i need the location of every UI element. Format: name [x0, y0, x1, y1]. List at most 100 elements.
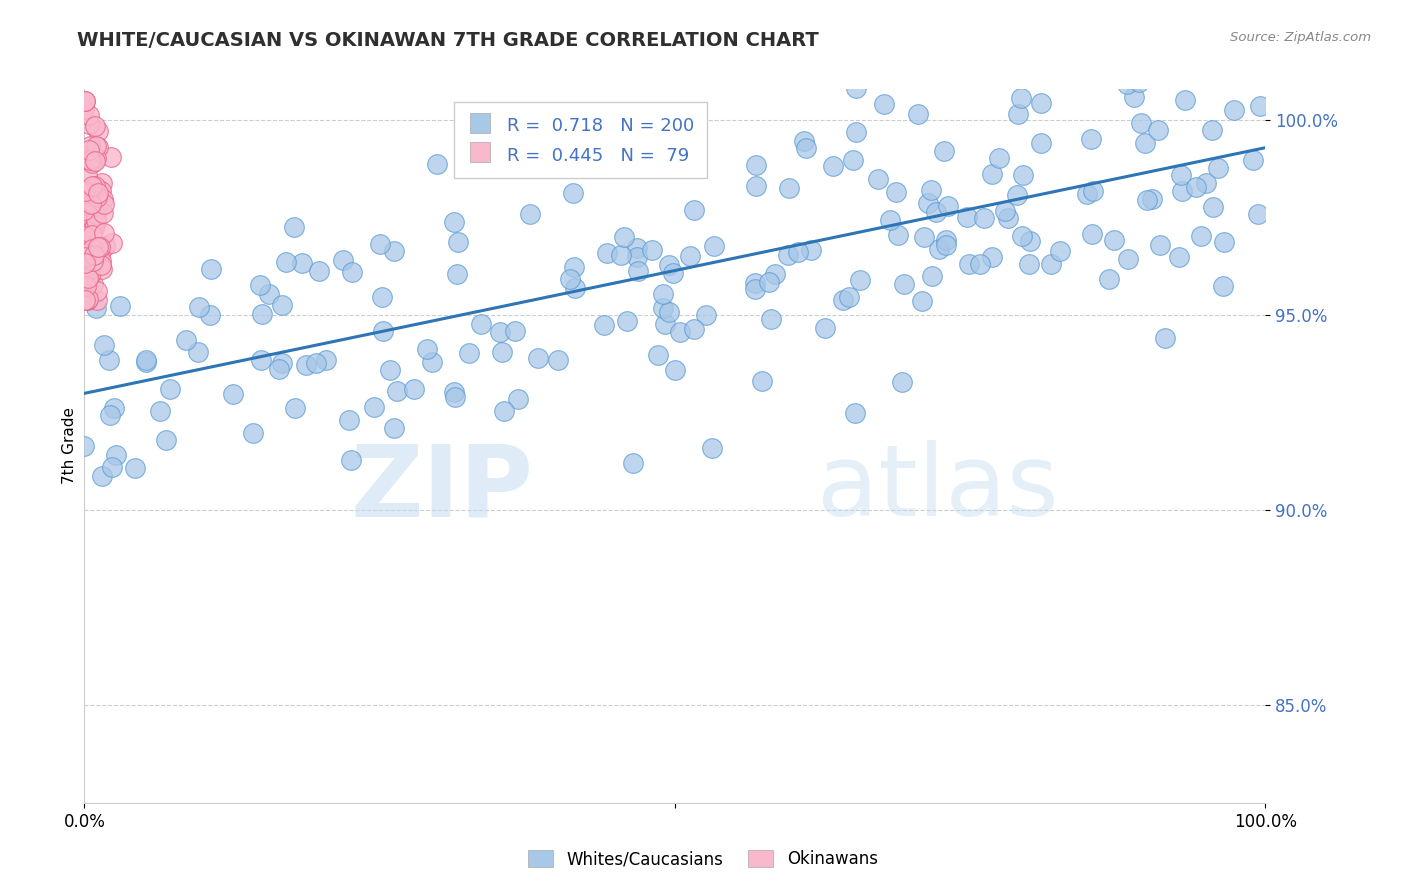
Point: [668, 326, 690, 340]
Point: [1076, 187, 1098, 202]
Point: [73, 266, 96, 280]
Point: [269, 361, 291, 376]
Point: [80, 200, 103, 214]
Point: [911, 294, 934, 309]
Point: [93, 337, 115, 351]
Point: [91, 176, 114, 190]
Point: [86, 301, 108, 315]
Point: [378, 362, 401, 376]
Point: [651, 301, 673, 315]
Point: [93, 197, 115, 211]
Point: [86, 207, 108, 221]
Point: [84, 213, 107, 227]
Point: [420, 355, 443, 369]
Point: [1170, 168, 1192, 182]
Point: [981, 250, 1004, 264]
Point: [98, 409, 121, 423]
Point: [1202, 200, 1225, 214]
Text: ZIP: ZIP: [350, 441, 533, 537]
Point: [494, 404, 516, 418]
Point: [363, 400, 385, 414]
Point: [1083, 185, 1105, 199]
Point: [187, 345, 209, 359]
Point: [1085, 35, 1108, 49]
Point: [271, 298, 294, 312]
Point: [79, 211, 101, 225]
Point: [654, 317, 676, 331]
Point: [744, 276, 766, 290]
Point: [1149, 62, 1171, 77]
Point: [1115, 77, 1137, 91]
Point: [340, 453, 363, 467]
Point: [250, 353, 273, 368]
Point: [695, 308, 717, 322]
Point: [1031, 96, 1053, 111]
Point: [77, 117, 100, 131]
Point: [250, 307, 273, 321]
Point: [82, 277, 104, 291]
Point: [90, 262, 112, 277]
Point: [508, 392, 530, 406]
Point: [87, 124, 110, 138]
Point: [1206, 161, 1229, 176]
Point: [73, 247, 96, 261]
Point: [1223, 103, 1246, 118]
Point: [77, 108, 100, 122]
Point: [101, 460, 124, 475]
Point: [1249, 98, 1271, 112]
Point: [969, 257, 991, 271]
Point: [917, 195, 939, 210]
Point: [1039, 257, 1062, 271]
Point: [1007, 107, 1029, 121]
Point: [79, 268, 101, 283]
Point: [814, 320, 837, 334]
Point: [83, 179, 105, 194]
Point: [997, 211, 1019, 225]
Point: [1018, 257, 1040, 271]
Y-axis label: 7th Grade: 7th Grade: [62, 408, 77, 484]
Point: [1010, 91, 1032, 105]
Point: [83, 119, 105, 133]
Point: [744, 158, 766, 172]
Point: [658, 258, 681, 272]
Point: [222, 386, 245, 401]
Point: [934, 144, 956, 158]
Point: [315, 353, 337, 368]
Point: [823, 159, 845, 173]
Point: [371, 290, 394, 304]
Point: [76, 208, 98, 222]
Point: [93, 226, 115, 240]
Point: [75, 222, 97, 236]
Point: [91, 205, 114, 219]
Point: [155, 433, 177, 447]
Point: [1104, 233, 1126, 247]
Point: [845, 80, 868, 95]
Point: [73, 203, 96, 218]
Point: [75, 184, 97, 198]
Point: [956, 211, 979, 225]
Point: [198, 308, 221, 322]
Point: [76, 264, 98, 278]
Point: [778, 181, 800, 195]
Point: [135, 355, 157, 369]
Legend: R =  0.718   N = 200, R =  0.445   N =  79: R = 0.718 N = 200, R = 0.445 N = 79: [454, 102, 707, 178]
Point: [75, 94, 97, 108]
Point: [284, 401, 307, 415]
Point: [627, 264, 650, 278]
Point: [174, 333, 197, 347]
Point: [295, 358, 318, 372]
Point: [515, 145, 537, 160]
Point: [77, 148, 100, 162]
Point: [340, 265, 363, 279]
Point: [304, 356, 326, 370]
Point: [124, 461, 146, 475]
Point: [80, 192, 103, 206]
Point: [447, 235, 470, 250]
Point: [416, 342, 439, 356]
Point: [1122, 90, 1144, 104]
Point: [682, 322, 704, 336]
Point: [100, 150, 122, 164]
Point: [73, 293, 96, 307]
Point: [76, 168, 98, 182]
Point: [921, 268, 943, 283]
